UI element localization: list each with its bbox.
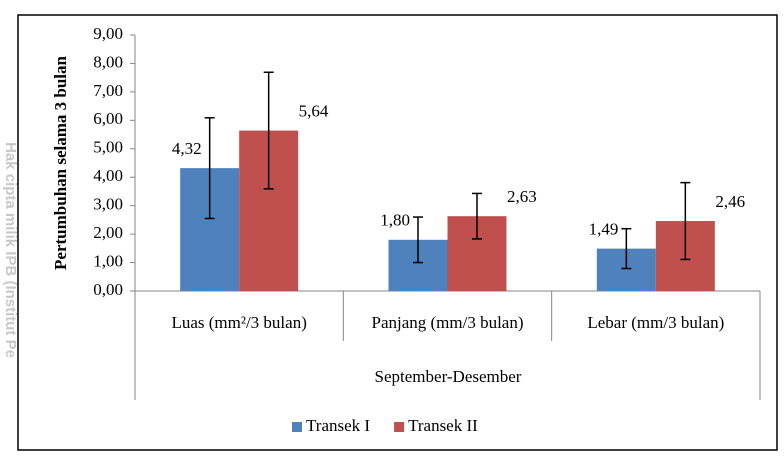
x-tick-label: Lebar (mm/3 bulan) — [587, 313, 724, 332]
y-tick-label: 1,00 — [93, 251, 123, 270]
legend-label: Transek I — [306, 416, 370, 435]
y-tick-label: 0,00 — [93, 280, 123, 299]
y-tick-label: 5,00 — [93, 138, 123, 157]
x-tick-label: Luas (mm²/3 bulan) — [171, 313, 306, 332]
legend-swatch — [394, 422, 405, 432]
legend-swatch — [292, 422, 302, 432]
y-tick-label: 9,00 — [93, 24, 123, 43]
x-axis-title: September-Desember — [375, 367, 522, 386]
value-label: 4,32 — [172, 139, 202, 158]
x-tick-label: Panjang (mm/3 bulan) — [371, 313, 523, 332]
y-tick-label: 8,00 — [93, 52, 123, 71]
value-label: 1,80 — [380, 211, 410, 230]
value-label: 1,49 — [589, 220, 619, 239]
y-tick-label: 3,00 — [93, 195, 123, 214]
value-label: 5,64 — [299, 101, 329, 120]
y-tick-label: 7,00 — [93, 81, 123, 100]
value-label: 2,46 — [715, 192, 745, 211]
watermark: Hak cipta milik IPB (Institut Pe — [2, 142, 19, 358]
value-label: 2,63 — [507, 187, 537, 206]
legend-label: Transek II — [408, 416, 478, 435]
y-tick-label: 6,00 — [93, 109, 123, 128]
y-axis-title: Pertumbuhan selama 3 bulan — [51, 55, 70, 269]
chart-border — [17, 14, 778, 451]
y-tick-label: 4,00 — [93, 166, 123, 185]
y-tick-label: 2,00 — [93, 223, 123, 242]
